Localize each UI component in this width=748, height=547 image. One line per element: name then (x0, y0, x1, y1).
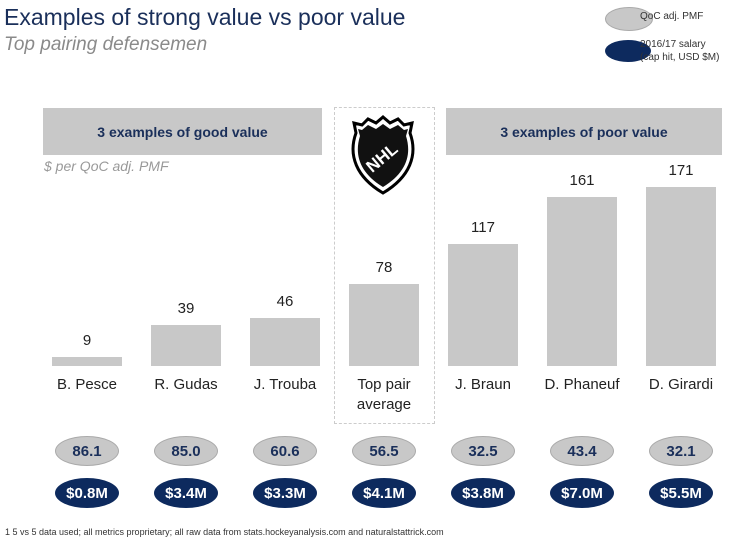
salary-oval: $0.8M (55, 478, 119, 508)
pmf-oval: 60.6 (253, 436, 317, 466)
bar-value-label: 117 (471, 218, 495, 236)
bar-value-label: 39 (177, 300, 195, 318)
footnote: 1 5 vs 5 data used; all metrics propriet… (5, 527, 444, 537)
bar (250, 317, 320, 366)
salary-oval: $3.8M (451, 478, 515, 508)
bar (151, 325, 221, 366)
category-label: B. Pesce (56, 376, 118, 393)
salary-oval: $3.4M (154, 478, 218, 508)
pmf-oval: 43.4 (550, 436, 614, 466)
bar (547, 197, 617, 366)
salary-oval: $4.1M (352, 478, 416, 508)
y-axis-label: $ per QoC adj. PMF (44, 158, 169, 174)
bar-value-label: 78 (375, 259, 393, 277)
bar (448, 243, 518, 366)
category-label: Top pair average (356, 376, 412, 413)
page-subtitle: Top pairing defensemen (4, 34, 208, 55)
bar (349, 284, 419, 366)
nhl-logo-icon: NHL (351, 115, 415, 195)
bar-value-label: 46 (276, 292, 294, 310)
bar (646, 187, 716, 366)
category-label: D. Girardi (648, 376, 714, 393)
category-label: J. Trouba (253, 376, 317, 393)
pmf-oval: 86.1 (55, 436, 119, 466)
category-label: J. Braun (455, 376, 511, 393)
pmf-oval: 56.5 (352, 436, 416, 466)
salary-oval: $7.0M (550, 478, 614, 508)
legend-salary-swatch (605, 40, 651, 62)
salary-oval: $5.5M (649, 478, 713, 508)
bar-value-label: 171 (668, 162, 694, 179)
bar (52, 356, 122, 366)
pmf-oval: 32.1 (649, 436, 713, 466)
legend-salary-label: 2016/17 salary (cap hit, USD $M) (640, 39, 720, 63)
pmf-oval: 85.0 (154, 436, 218, 466)
average-highlight-box (334, 107, 435, 424)
category-label: D. Phaneuf (544, 376, 620, 393)
good-value-header: 3 examples of good value (43, 108, 322, 155)
salary-oval: $3.3M (253, 478, 317, 508)
category-label: R. Gudas (154, 376, 218, 393)
bar-value-label: 161 (569, 172, 595, 190)
pmf-oval: 32.5 (451, 436, 515, 466)
poor-value-header: 3 examples of poor value (446, 108, 722, 155)
page-title: Examples of strong value vs poor value (4, 4, 406, 30)
legend-pmf-swatch (605, 7, 653, 31)
bar-value-label: 9 (82, 331, 92, 349)
legend-pmf-label: QoC adj. PMF (640, 11, 704, 22)
